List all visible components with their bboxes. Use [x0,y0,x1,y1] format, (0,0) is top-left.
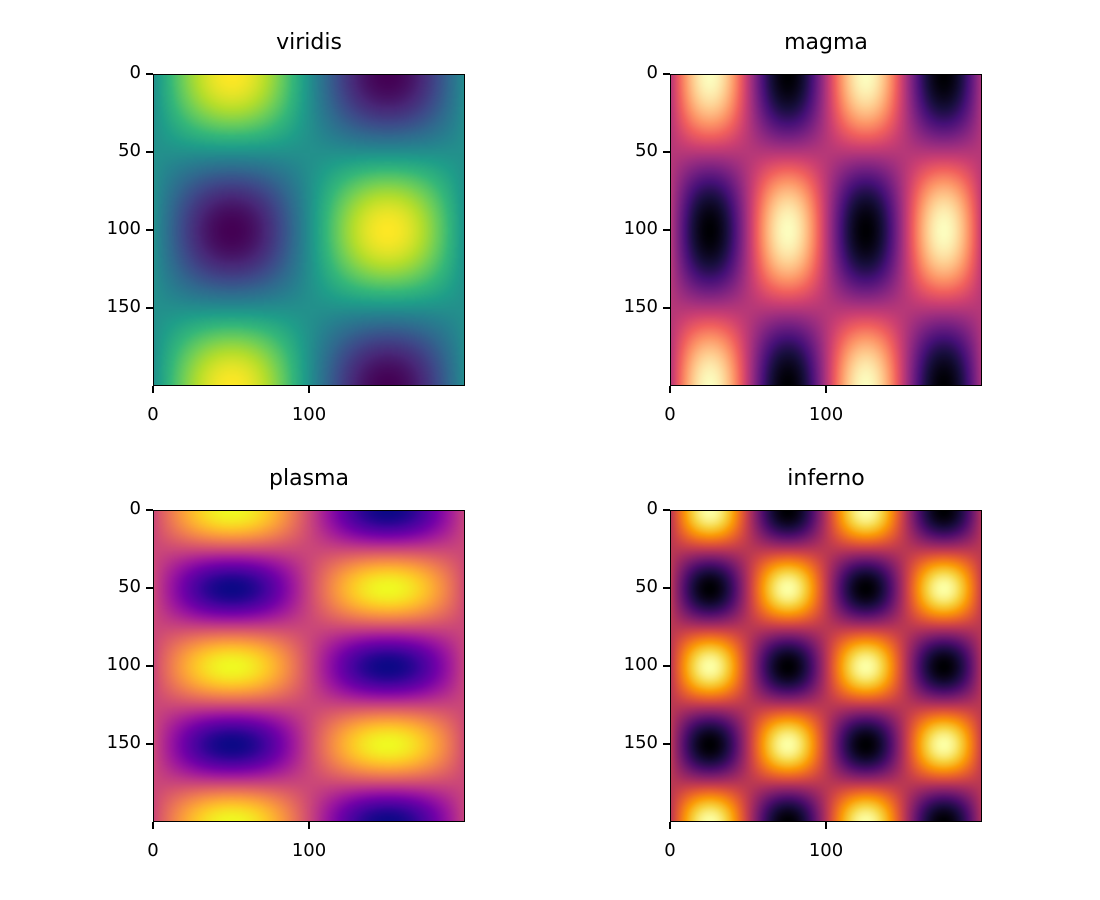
y-tick-label: 0 [646,498,658,519]
y-tick-mark [146,307,153,309]
y-tick-label: 150 [623,732,658,753]
y-tick-label: 100 [623,654,658,675]
x-tick-label: 100 [808,840,844,861]
y-tick-mark [146,151,153,153]
x-tick-mark [669,822,671,829]
y-tick-mark [146,665,153,667]
y-tick-label: 50 [118,576,141,597]
y-tick-mark [146,229,153,231]
y-tick-label: 150 [623,296,658,317]
x-tick-label: 0 [664,404,676,425]
heatmap-image [670,74,982,386]
x-tick-label: 0 [664,840,676,861]
y-tick-label: 100 [106,654,141,675]
y-tick-mark [146,587,153,589]
y-tick-mark [663,665,670,667]
y-tick-label: 0 [646,62,658,83]
y-tick-mark [663,509,670,511]
y-tick-label: 0 [129,498,141,519]
y-tick-mark [663,229,670,231]
heatmap-inferno [670,510,990,830]
x-tick-mark [152,386,154,393]
subplot-title: inferno [787,466,865,491]
y-tick-label: 150 [106,732,141,753]
x-tick-mark [152,822,154,829]
heatmap-image [153,74,465,386]
heatmap-image [153,510,465,822]
x-tick-mark [825,822,827,829]
x-tick-mark [825,386,827,393]
heatmap-magma [670,74,990,394]
y-tick-mark [146,73,153,75]
x-tick-mark [308,822,310,829]
x-tick-label: 0 [147,840,159,861]
y-tick-label: 100 [623,218,658,239]
heatmap-image [670,510,982,822]
subplot-title: magma [784,30,868,55]
y-tick-mark [146,743,153,745]
y-tick-mark [663,743,670,745]
subplot-title: plasma [269,466,349,491]
y-tick-mark [146,509,153,511]
y-tick-mark [663,587,670,589]
heatmap-plasma [153,510,473,830]
y-tick-label: 0 [129,62,141,83]
x-tick-label: 100 [291,404,327,425]
subplot-title: viridis [276,30,342,55]
y-tick-mark [663,73,670,75]
x-tick-label: 100 [291,840,327,861]
y-tick-label: 50 [635,140,658,161]
y-tick-mark [663,307,670,309]
x-tick-mark [669,386,671,393]
y-tick-mark [663,151,670,153]
x-tick-mark [308,386,310,393]
x-tick-label: 0 [147,404,159,425]
x-tick-label: 100 [808,404,844,425]
heatmap-viridis [153,74,473,394]
y-tick-label: 100 [106,218,141,239]
y-tick-label: 150 [106,296,141,317]
y-tick-label: 50 [635,576,658,597]
y-tick-label: 50 [118,140,141,161]
